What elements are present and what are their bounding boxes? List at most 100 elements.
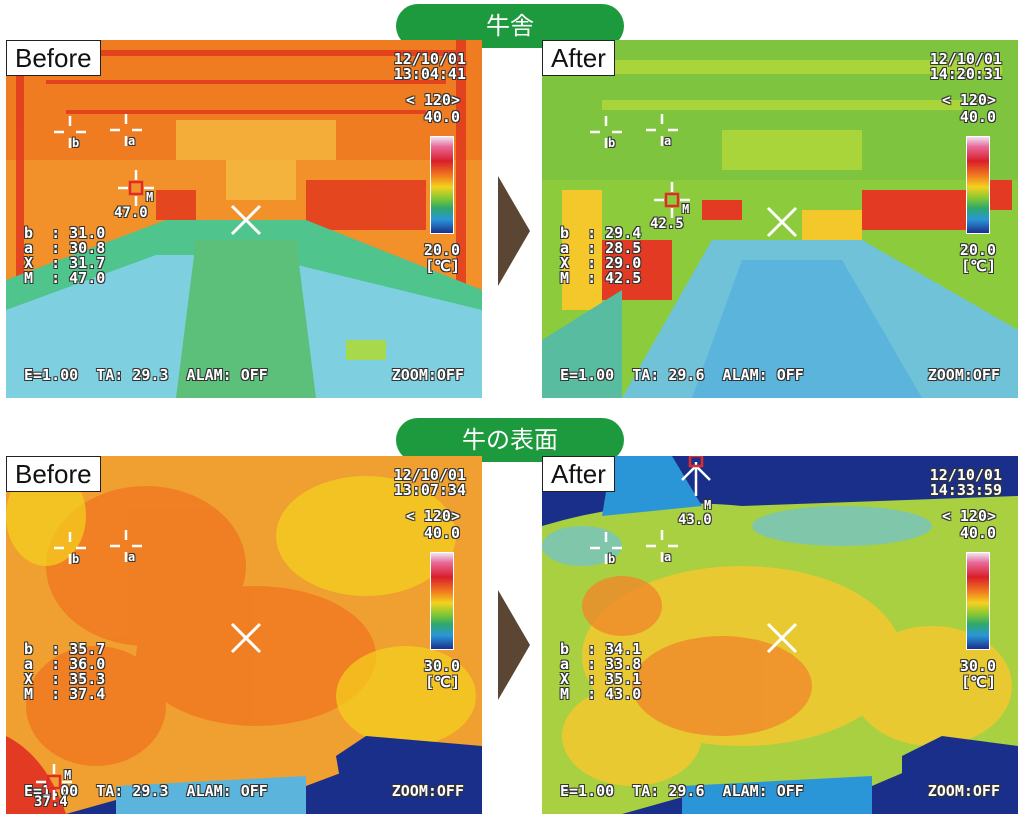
center-x-icon: [230, 622, 262, 654]
status-line: E=1.00 TA: 29.3 ALAM: OFF: [24, 782, 268, 800]
reading-m: M : 47.0: [24, 269, 106, 287]
reading-b: b : 29.4: [560, 224, 642, 242]
marker-m-value: 37.4: [34, 794, 68, 810]
reading-x: X : 35.3: [24, 670, 106, 688]
marker-m-label: M: [146, 190, 154, 204]
before-label: Before: [6, 456, 101, 492]
date-text: 12/10/01: [929, 466, 1002, 484]
reading-m: M : 43.0: [560, 685, 642, 703]
scale-min-readout: 20.0 [℃]: [424, 242, 460, 274]
max-temp-text: 40.0: [959, 524, 996, 542]
thermal-image-barn-before: Before 12/10/01 13:04:41 < 120> 40.0 20.0[…: [6, 40, 482, 398]
before-label: Before: [6, 40, 101, 76]
marker-b-label: b: [608, 552, 616, 566]
color-scale-bar: [430, 552, 454, 650]
center-x-icon: [766, 622, 798, 654]
thermal-picture: [6, 456, 482, 814]
marker-m-value: 42.5: [650, 216, 684, 232]
crosshair-a-icon: [646, 530, 678, 562]
status-line: E=1.00 TA: 29.6 ALAM: OFF: [560, 782, 804, 800]
zoom-status: ZOOM:OFF: [927, 366, 1000, 384]
scale-min-readout: 20.0 [℃]: [960, 242, 996, 274]
max-temp-text: 40.0: [959, 108, 996, 126]
marker-m-label: M: [64, 768, 72, 782]
zoom-status: ZOOM:OFF: [927, 782, 1000, 800]
date-time-readout: 12/10/01 13:04:41: [394, 52, 466, 82]
zoom-status: ZOOM:OFF: [391, 782, 464, 800]
reading-m: M : 42.5: [560, 269, 642, 287]
time-text: 14:20:31: [929, 65, 1002, 83]
color-scale-bar: [966, 552, 990, 650]
thermal-image-cow-after: After 12/10/01 14:33:59 < 120> 40.0 30.0 [℃…: [542, 456, 1018, 814]
min-temp-text: 30.0: [959, 657, 996, 675]
after-label: After: [542, 456, 615, 492]
scale-max-readout: < 120> 40.0: [406, 508, 460, 542]
scale-max-readout: < 120> 40.0: [942, 92, 996, 126]
status-line: E=1.00 TA: 29.6 ALAM: OFF: [560, 366, 804, 384]
time-text: 13:07:34: [393, 481, 466, 499]
scale-max-readout: < 120> 40.0: [942, 508, 996, 542]
temperature-readings: b : 29.4 a : 28.5 X : 29.0 M : 42.5: [560, 226, 641, 286]
thermal-picture: [542, 40, 1018, 398]
time-text: 14:33:59: [929, 481, 1002, 499]
marker-b-label: b: [72, 552, 80, 566]
marker-a-label: a: [128, 550, 136, 564]
reading-x: X : 31.7: [24, 254, 106, 272]
reading-x: X : 35.1: [560, 670, 642, 688]
center-x-icon: [230, 204, 262, 236]
reading-a: a : 28.5: [560, 239, 642, 257]
color-scale-bar: [966, 136, 990, 234]
marker-m-value: 43.0: [678, 512, 712, 528]
after-label: After: [542, 40, 615, 76]
temperature-readings: b : 35.7 a : 36.0 X : 35.3 M : 37.4: [24, 642, 105, 702]
scale-min-readout: 30.0 [℃]: [424, 658, 460, 690]
time-text: 13:04:41: [393, 65, 466, 83]
marker-b-label: b: [608, 136, 616, 150]
thermal-image-barn-after: After 12/10/01 14:20:31 < 120> 40.0 20.0 [℃…: [542, 40, 1018, 398]
date-text: 12/10/01: [393, 466, 466, 484]
reading-a: a : 36.0: [24, 655, 106, 673]
zoom-status: ZOOM:OFF: [391, 366, 464, 384]
arrow-right-icon: [498, 176, 530, 286]
date-text: 12/10/01: [929, 50, 1002, 68]
arrow-right-icon: [498, 590, 530, 700]
unit-text: [℃]: [425, 257, 460, 275]
crosshair-a-icon: [110, 114, 142, 146]
level-text: < 120>: [941, 91, 996, 109]
max-temp-text: 40.0: [423, 524, 460, 542]
min-temp-text: 20.0: [959, 241, 996, 259]
min-temp-text: 20.0: [423, 241, 460, 259]
date-time-readout: 12/10/01 13:07:34: [394, 468, 466, 498]
scale-max-readout: < 120> 40.0: [406, 92, 460, 126]
unit-text: [℃]: [961, 257, 996, 275]
unit-text: [℃]: [425, 673, 460, 691]
crosshair-b-icon: [54, 532, 86, 564]
temperature-readings: b : 31.0 a : 30.8 X : 31.7 M : 47.0: [24, 226, 105, 286]
crosshair-b-icon: [54, 116, 86, 148]
crosshair-m-icon: [681, 456, 711, 496]
center-x-icon: [766, 206, 798, 238]
reading-b: b : 31.0: [24, 224, 106, 242]
level-text: < 120>: [405, 507, 460, 525]
crosshair-b-icon: [590, 116, 622, 148]
unit-text: [℃]: [961, 673, 996, 691]
crosshair-a-icon: [646, 114, 678, 146]
status-line: E=1.00 TA: 29.3 ALAM: OFF: [24, 366, 268, 384]
level-text: < 120>: [941, 507, 996, 525]
reading-a: a : 33.8: [560, 655, 642, 673]
marker-a-label: a: [664, 134, 672, 148]
reading-b: b : 35.7: [24, 640, 106, 658]
marker-a-label: a: [664, 550, 672, 564]
marker-m-value: 47.0: [114, 205, 148, 221]
marker-a-label: a: [128, 134, 136, 148]
crosshair-m-icon: [654, 182, 690, 218]
scale-min-readout: 30.0 [℃]: [960, 658, 996, 690]
level-text: < 120>: [405, 91, 460, 109]
thermal-picture: [542, 456, 1018, 814]
min-temp-text: 30.0: [423, 657, 460, 675]
crosshair-m-icon: [36, 764, 72, 800]
crosshair-b-icon: [590, 532, 622, 564]
color-scale-bar: [430, 136, 454, 234]
reading-m: M : 37.4: [24, 685, 106, 703]
marker-b-label: b: [72, 136, 80, 150]
